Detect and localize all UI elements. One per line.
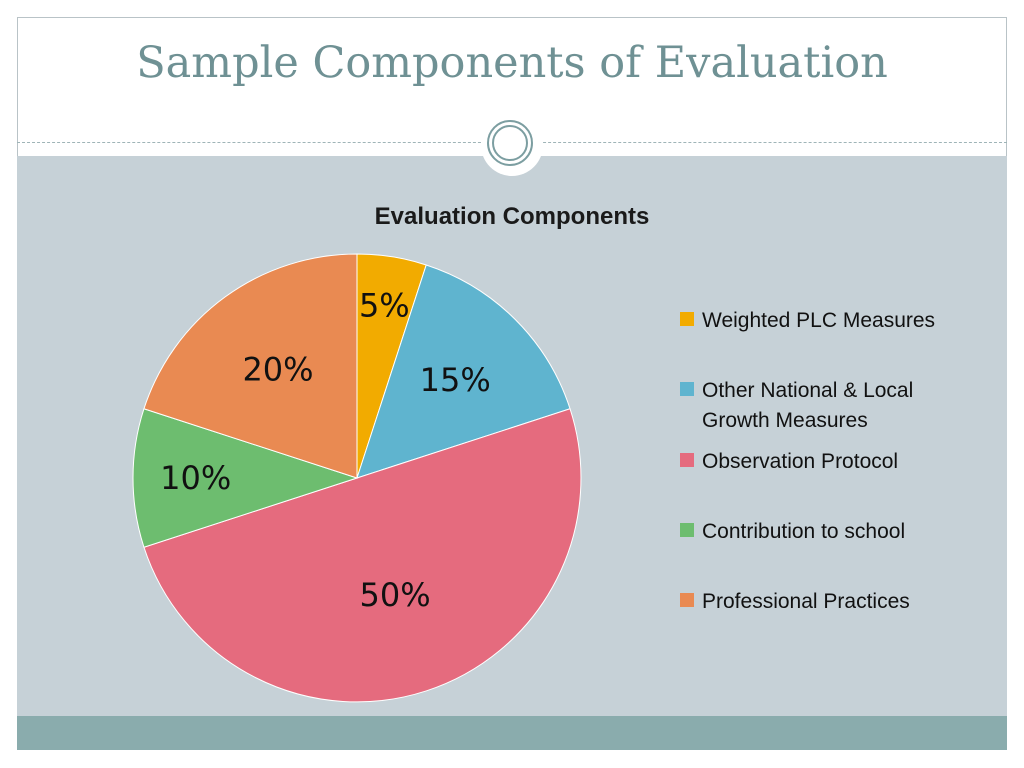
medallion-inner-ring — [492, 125, 528, 161]
legend-item: Contribution to school — [680, 517, 972, 547]
legend-swatch — [680, 593, 694, 607]
legend-item: Other National & Local Growth Measures — [680, 376, 972, 436]
legend-label: Contribution to school — [702, 520, 906, 543]
slide-title: Sample Components of Evaluation — [136, 38, 888, 88]
legend-item: Weighted PLC Measures — [680, 306, 972, 336]
chart-title: Evaluation Components — [374, 203, 650, 230]
pie-data-label: 10% — [160, 459, 231, 497]
legend-label: Weighted PLC Measures — [702, 309, 936, 332]
pie-slices — [132, 253, 582, 703]
pie-data-label: 15% — [420, 361, 491, 399]
legend-swatch — [680, 312, 694, 326]
legend-label: Observation Protocol — [702, 450, 899, 473]
legend-item: Observation Protocol — [680, 447, 972, 477]
medallion-outer-ring — [487, 120, 533, 166]
legend-item: Professional Practices — [680, 587, 972, 617]
pie-data-label: 20% — [242, 350, 313, 388]
legend-swatch — [680, 382, 694, 396]
pie-slice-4 — [132, 408, 359, 548]
pie-data-label: 5% — [359, 286, 410, 324]
pie-data-label: 50% — [360, 576, 431, 614]
pie-slice-3 — [143, 408, 582, 703]
footer-bar — [17, 716, 1007, 750]
legend-label: Professional Practices — [702, 590, 910, 613]
pie-slice-5 — [143, 253, 358, 479]
legend-swatch — [680, 523, 694, 537]
legend-label: Other National & Local Growth Measures — [702, 379, 914, 432]
pie-slice-2 — [356, 264, 571, 479]
legend-swatch — [680, 453, 694, 467]
pie-labels: 5% 15% 50% 10% 20% — [160, 286, 491, 614]
